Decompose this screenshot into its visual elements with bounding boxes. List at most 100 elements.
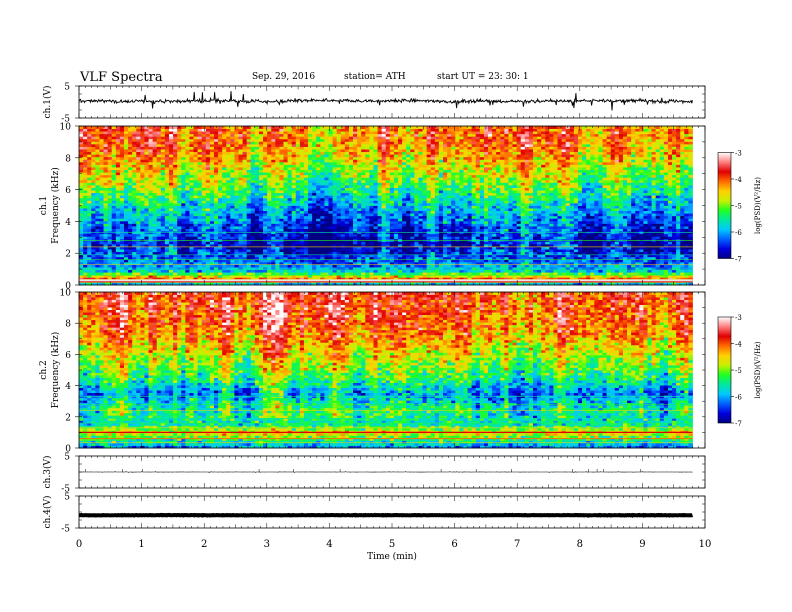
spectrogram-cell <box>214 272 218 275</box>
spectrogram-cell <box>402 270 406 273</box>
spectrogram-cell <box>173 249 177 252</box>
spectrogram-cell <box>541 252 545 255</box>
spectrogram-cell <box>631 272 635 275</box>
spectrogram-cell <box>149 249 153 252</box>
spectrogram-cell <box>214 267 218 270</box>
spectrogram-cell <box>463 267 467 270</box>
spectrogram-cell <box>210 272 214 275</box>
spectrogram-cell <box>198 252 202 255</box>
spectrogram-cell <box>136 270 140 273</box>
spectrogram-cell <box>288 252 292 255</box>
spectrogram-cell <box>222 272 226 275</box>
spectrogram-cell <box>398 249 402 252</box>
spectrogram-cell <box>558 267 562 270</box>
spectrogram-cell <box>468 264 472 267</box>
spectrogram-cell <box>688 264 692 267</box>
spectrogram-cell <box>455 249 459 252</box>
spectrogram-cell <box>271 270 275 273</box>
spectrogram-cell <box>337 272 341 275</box>
spectrogram-cell <box>545 267 549 270</box>
spectrogram-cell <box>652 252 656 255</box>
spectrogram-cell <box>504 270 508 273</box>
spectrogram-cell <box>194 264 198 267</box>
spectrogram-cell <box>320 249 324 252</box>
spectrogram-cell <box>255 272 259 275</box>
spectrogram-cell <box>341 267 345 270</box>
spectrogram-cell <box>476 249 480 252</box>
spectrogram-cell <box>521 270 525 273</box>
spectrogram-cell <box>586 272 590 275</box>
spectrogram-cell <box>234 249 238 252</box>
spectrogram-cell <box>320 270 324 273</box>
spectrogram-cell <box>263 267 267 270</box>
spectrogram-cell <box>333 270 337 273</box>
spectrogram-cell <box>255 267 259 270</box>
spectrogram-cell <box>87 272 91 275</box>
spectrogram-cell <box>283 249 287 252</box>
spectrogram-cell <box>423 252 427 255</box>
spectrogram-cell <box>177 249 181 252</box>
spectrogram-cell <box>574 272 578 275</box>
spectrogram-cell <box>635 272 639 275</box>
spectrogram-cell <box>349 264 353 267</box>
spectrogram-cell <box>194 249 198 252</box>
spectrogram-cell <box>386 264 390 267</box>
spectrogram-cell <box>316 252 320 255</box>
spectrogram-cell <box>181 272 185 275</box>
spectrogram-cell <box>562 270 566 273</box>
spectrogram-cell <box>443 264 447 267</box>
spectrogram-cell <box>574 267 578 270</box>
spectrogram-cell <box>312 252 316 255</box>
spectrogram-cell <box>165 264 169 267</box>
spectrogram-cell <box>169 252 173 255</box>
spectrogram-cell <box>558 264 562 267</box>
spectrogram-cell <box>288 249 292 252</box>
spectrogram-cell <box>594 267 598 270</box>
spectrogram-cell <box>177 267 181 270</box>
spectrogram-cell <box>243 270 247 273</box>
spectrogram-cell <box>537 267 541 270</box>
spectrogram-cell <box>619 272 623 275</box>
spectrogram-cell <box>386 270 390 273</box>
spectrogram-cell <box>615 270 619 273</box>
spectrogram-cell <box>263 272 267 275</box>
spectrogram-cell <box>541 270 545 273</box>
spectrogram-cell <box>349 249 353 252</box>
spectrogram-cell <box>607 272 611 275</box>
spectrogram-cell <box>635 252 639 255</box>
spectrogram-cell <box>418 267 422 270</box>
spectrogram-cell <box>95 252 99 255</box>
spectrogram-cell <box>263 264 267 267</box>
spectrogram-cell <box>136 272 140 275</box>
spectrogram-cell <box>492 264 496 267</box>
spectrogram-cell <box>480 272 484 275</box>
spectrogram-cell <box>304 264 308 267</box>
spectrogram-cell <box>173 270 177 273</box>
spectrogram-cell <box>136 264 140 267</box>
spectrogram-cell <box>582 264 586 267</box>
spectrogram-cell <box>124 249 128 252</box>
spectrogram-cell <box>394 267 398 270</box>
spectrogram-cell <box>149 272 153 275</box>
spectrogram-cell <box>615 264 619 267</box>
spectrogram-cell <box>631 252 635 255</box>
spectrogram-cell <box>337 267 341 270</box>
spectrogram-cell <box>562 272 566 275</box>
spectrogram-cell <box>144 252 148 255</box>
spectrogram-cell <box>202 272 206 275</box>
spectrogram-cell <box>222 252 226 255</box>
spectrogram-cell <box>590 252 594 255</box>
spectrogram-cell <box>337 270 341 273</box>
spectrogram-cell <box>157 267 161 270</box>
spectrogram-cell <box>418 252 422 255</box>
spectrogram-cell <box>194 272 198 275</box>
spectrogram-cell <box>382 252 386 255</box>
spectrogram-cell <box>181 264 185 267</box>
spectrogram-cell <box>239 272 243 275</box>
spectrogram-cell <box>439 267 443 270</box>
spectrogram-cell <box>627 264 631 267</box>
spectrogram-cell <box>688 267 692 270</box>
spectrogram-cell <box>378 249 382 252</box>
spectrogram-cell <box>652 264 656 267</box>
spectrogram-cell <box>116 249 120 252</box>
